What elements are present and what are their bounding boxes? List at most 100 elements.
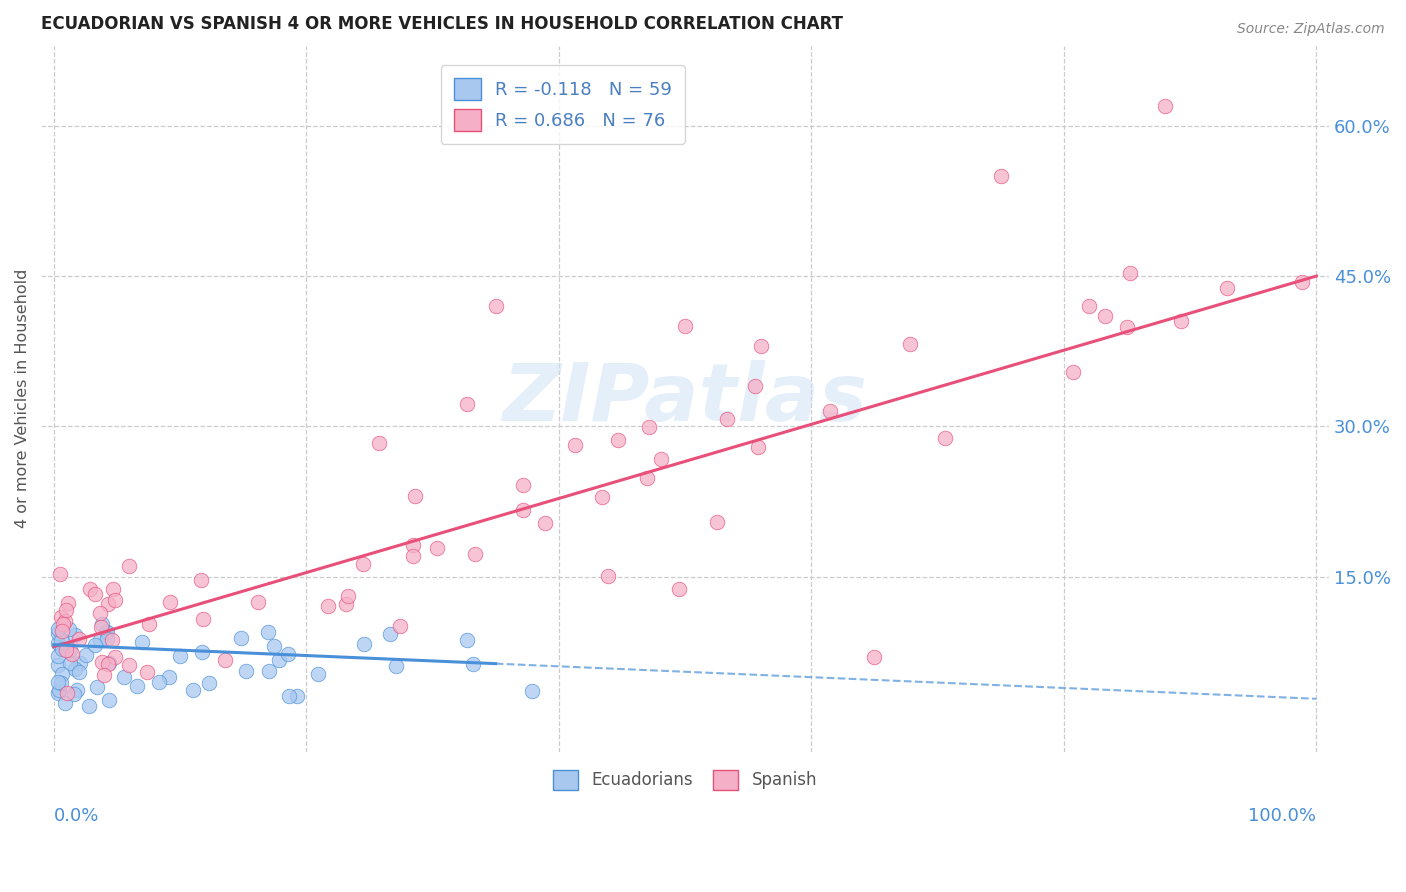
Point <box>49 567 72 582</box>
Point <box>53 614 76 628</box>
Point <box>51 676 73 690</box>
Point <box>94 625 117 640</box>
Point <box>456 633 478 648</box>
Point <box>91 617 114 632</box>
Point <box>385 659 408 673</box>
Point <box>706 515 728 529</box>
Legend: Ecuadorians, Spanish: Ecuadorians, Spanish <box>547 763 824 797</box>
Point <box>402 538 425 552</box>
Text: ECUADORIAN VS SPANISH 4 OR MORE VEHICLES IN HOUSEHOLD CORRELATION CHART: ECUADORIAN VS SPANISH 4 OR MORE VEHICLES… <box>41 15 844 33</box>
Point <box>426 541 449 555</box>
Point <box>91 655 114 669</box>
Point <box>263 639 285 653</box>
Point <box>898 337 921 351</box>
Text: ZIPatlas: ZIPatlas <box>502 359 868 438</box>
Point <box>63 628 86 642</box>
Point <box>83 587 105 601</box>
Point <box>58 595 80 609</box>
Point <box>157 669 180 683</box>
Point <box>90 620 112 634</box>
Point <box>97 656 120 670</box>
Point <box>1215 281 1237 295</box>
Point <box>46 686 69 700</box>
Point <box>66 683 89 698</box>
Point <box>93 668 115 682</box>
Point <box>990 169 1012 183</box>
Point <box>191 645 214 659</box>
Point <box>51 624 73 638</box>
Point <box>636 471 658 485</box>
Point <box>46 626 69 640</box>
Point <box>485 299 508 313</box>
Point <box>1119 266 1142 280</box>
Point <box>818 404 841 418</box>
Point <box>51 667 73 681</box>
Point <box>148 675 170 690</box>
Point <box>97 597 120 611</box>
Point <box>104 593 127 607</box>
Point <box>117 658 139 673</box>
Point <box>89 632 111 647</box>
Point <box>58 622 80 636</box>
Point <box>522 684 544 698</box>
Point <box>46 635 69 649</box>
Point <box>716 411 738 425</box>
Point <box>353 637 375 651</box>
Point <box>96 632 118 646</box>
Point <box>63 687 86 701</box>
Point <box>512 478 534 492</box>
Point <box>464 548 486 562</box>
Point <box>55 602 77 616</box>
Point <box>60 647 83 661</box>
Point <box>591 490 613 504</box>
Point <box>1077 299 1099 313</box>
Point <box>65 663 87 677</box>
Point <box>1062 365 1084 379</box>
Point <box>69 632 91 647</box>
Point <box>114 670 136 684</box>
Point <box>269 653 291 667</box>
Text: 0.0%: 0.0% <box>53 807 98 825</box>
Point <box>181 683 204 698</box>
Point <box>56 686 79 700</box>
Point <box>96 624 118 639</box>
Point <box>229 631 252 645</box>
Point <box>277 647 299 661</box>
Point <box>367 436 389 450</box>
Point <box>51 642 73 657</box>
Point <box>650 451 672 466</box>
Point <box>1170 313 1192 327</box>
Point <box>564 437 586 451</box>
Point <box>59 656 82 670</box>
Point <box>48 683 70 698</box>
Point <box>138 617 160 632</box>
Point <box>749 339 772 353</box>
Point <box>46 648 69 663</box>
Point <box>98 693 121 707</box>
Point <box>77 699 100 714</box>
Point <box>456 397 478 411</box>
Point <box>67 665 90 680</box>
Point <box>257 665 280 679</box>
Point <box>277 690 299 704</box>
Point <box>46 657 69 672</box>
Point <box>235 665 257 679</box>
Point <box>512 502 534 516</box>
Point <box>79 582 101 597</box>
Point <box>1291 275 1313 289</box>
Point <box>668 582 690 596</box>
Point <box>46 622 69 636</box>
Point <box>127 679 149 693</box>
Point <box>55 642 77 657</box>
Point <box>673 319 696 334</box>
Point <box>607 433 630 447</box>
Point <box>97 657 120 672</box>
Point <box>75 648 97 663</box>
Point <box>101 582 124 596</box>
Point <box>1116 320 1139 334</box>
Point <box>1153 99 1175 113</box>
Point <box>191 612 214 626</box>
Point <box>352 557 374 571</box>
Point <box>934 431 956 445</box>
Point <box>461 657 484 671</box>
